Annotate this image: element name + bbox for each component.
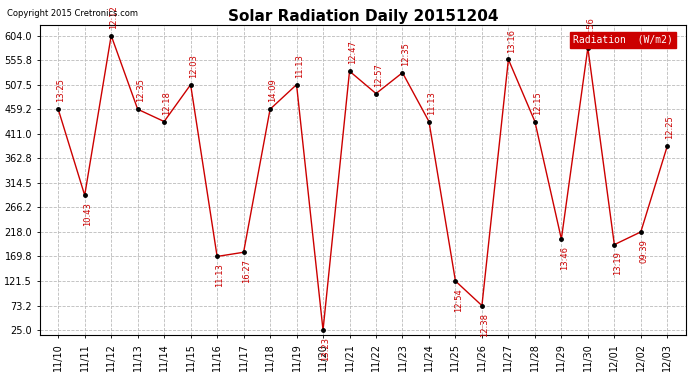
Text: Radiation  (W/m2): Radiation (W/m2) bbox=[573, 34, 673, 45]
Text: 11:13: 11:13 bbox=[295, 54, 304, 78]
Text: 13:16: 13:16 bbox=[506, 28, 515, 53]
Text: 12:25: 12:25 bbox=[666, 115, 675, 139]
Text: 12:54: 12:54 bbox=[454, 288, 463, 312]
Text: 12:47: 12:47 bbox=[348, 40, 357, 64]
Text: 13:23: 13:23 bbox=[322, 337, 331, 361]
Text: 11:13: 11:13 bbox=[215, 263, 224, 287]
Text: 14:09: 14:09 bbox=[268, 78, 277, 102]
Text: Copyright 2015 Cretronics.com: Copyright 2015 Cretronics.com bbox=[7, 9, 138, 18]
Text: 11:56: 11:56 bbox=[586, 17, 595, 41]
Text: 11:13: 11:13 bbox=[427, 91, 436, 115]
Text: 13:46: 13:46 bbox=[560, 246, 569, 270]
Text: 09:39: 09:39 bbox=[639, 239, 648, 263]
Text: 13:25: 13:25 bbox=[57, 78, 66, 102]
Text: 16:27: 16:27 bbox=[242, 259, 251, 283]
Text: 10:43: 10:43 bbox=[83, 202, 92, 226]
Text: 12:35: 12:35 bbox=[401, 42, 410, 66]
Text: 12:03: 12:03 bbox=[189, 54, 198, 78]
Text: 13:19: 13:19 bbox=[613, 252, 622, 276]
Text: 12:38: 12:38 bbox=[480, 312, 489, 336]
Title: Solar Radiation Daily 20151204: Solar Radiation Daily 20151204 bbox=[228, 9, 498, 24]
Text: 12:35: 12:35 bbox=[136, 78, 145, 102]
Text: 12:18: 12:18 bbox=[162, 91, 171, 115]
Text: 12:15: 12:15 bbox=[533, 91, 542, 115]
Text: 12:12: 12:12 bbox=[110, 5, 119, 28]
Text: 12:57: 12:57 bbox=[374, 63, 383, 87]
